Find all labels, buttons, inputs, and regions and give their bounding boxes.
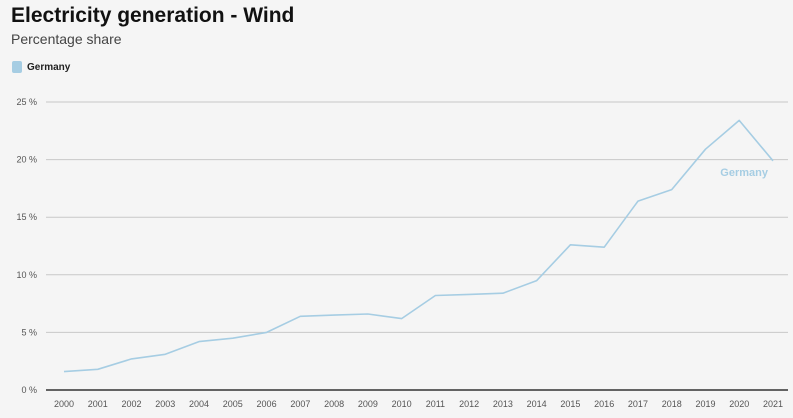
series-group: Germany xyxy=(63,119,774,373)
x-tick-label: 2002 xyxy=(122,399,142,409)
x-tick-label: 2020 xyxy=(729,399,749,409)
y-tick-label: 5 % xyxy=(21,327,37,337)
x-tick-label: 2015 xyxy=(560,399,580,409)
y-axis-ticks: 0 % 5 % 10 % 15 % 20 % 25 % xyxy=(16,97,37,395)
x-tick-label: 2013 xyxy=(493,399,513,409)
x-tick-label: 2012 xyxy=(459,399,479,409)
x-tick-label: 2006 xyxy=(257,399,277,409)
chart-title: Electricity generation - Wind xyxy=(11,4,295,27)
x-tick-label: 2018 xyxy=(662,399,682,409)
x-tick-label: 2008 xyxy=(324,399,344,409)
x-tick-label: 2010 xyxy=(392,399,412,409)
y-tick-label: 0 % xyxy=(21,385,37,395)
x-tick-label: 2009 xyxy=(358,399,378,409)
series-line-germany xyxy=(63,119,774,373)
x-tick-label: 2004 xyxy=(189,399,209,409)
y-tick-label: 10 % xyxy=(16,270,37,280)
x-tick-label: 2001 xyxy=(88,399,108,409)
legend-label-germany: Germany xyxy=(27,61,71,73)
x-tick-label: 2019 xyxy=(695,399,715,409)
legend-swatch xyxy=(12,61,22,73)
x-tick-label: 2014 xyxy=(527,399,547,409)
x-tick-label: 2021 xyxy=(763,399,783,409)
series-label-germany: Germany xyxy=(720,167,769,179)
legend[interactable]: Germany xyxy=(12,61,70,73)
gridlines xyxy=(46,101,788,391)
x-tick-label: 2000 xyxy=(54,399,74,409)
x-tick-label: 2003 xyxy=(155,399,175,409)
x-tick-label: 2011 xyxy=(426,399,445,409)
x-tick-label: 2017 xyxy=(628,399,648,409)
x-tick-label: 2005 xyxy=(223,399,243,409)
y-tick-label: 25 % xyxy=(16,97,37,107)
x-axis-ticks: 2000 2001 2002 2003 2004 2005 2006 2007 2008 2009… xyxy=(54,399,783,409)
x-tick-label: 2007 xyxy=(290,399,310,409)
x-tick-label: 2016 xyxy=(594,399,614,409)
chart-subtitle: Percentage share xyxy=(11,31,122,47)
y-tick-label: 15 % xyxy=(16,212,37,222)
y-tick-label: 20 % xyxy=(16,155,37,165)
